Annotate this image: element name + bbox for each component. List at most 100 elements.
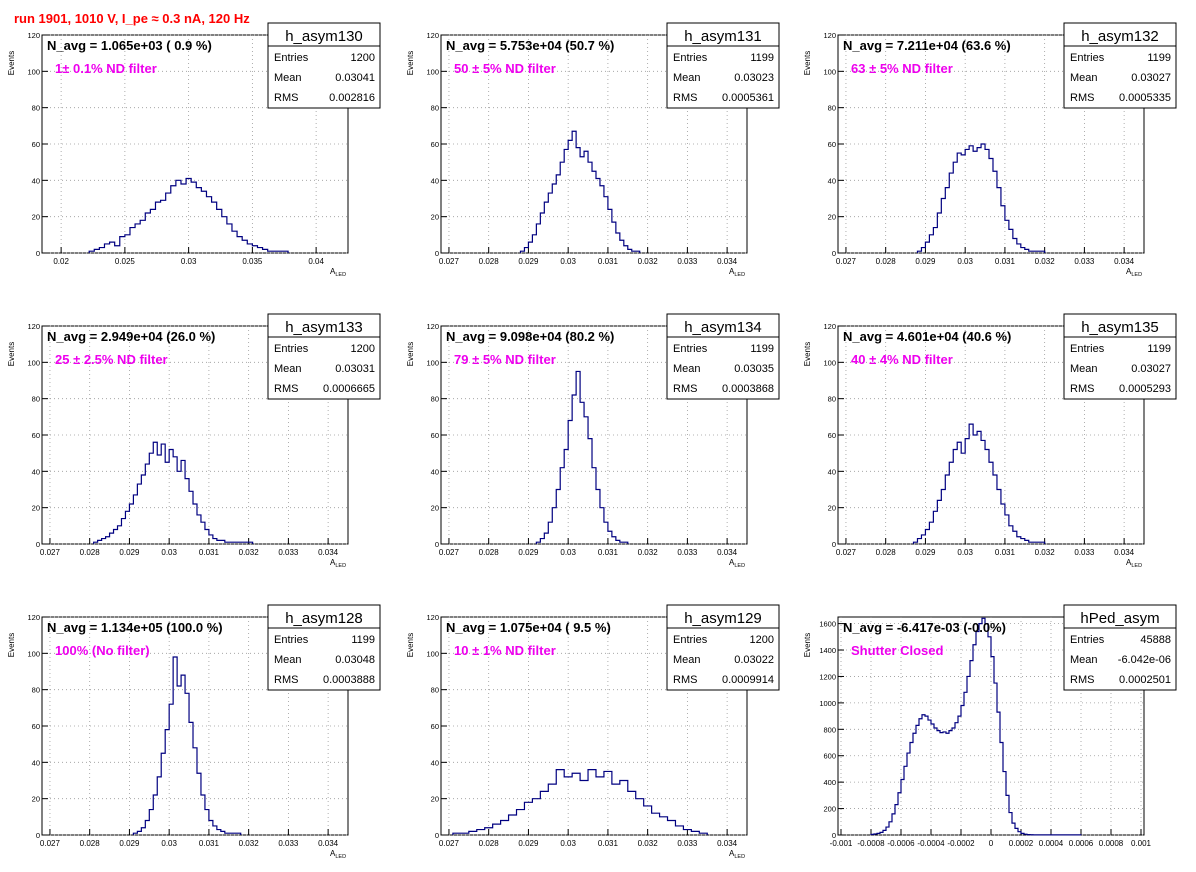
stats-box (1063, 336, 1177, 400)
y-axis-label: Events (803, 51, 812, 75)
x-tick-label: 0.03 (161, 839, 177, 848)
histogram-name: h_asym131 (684, 28, 762, 45)
y-tick-label: 100 (27, 67, 40, 76)
y-tick-label: 20 (828, 504, 836, 513)
stats-label: Mean (673, 654, 701, 666)
navg-label: N_avg = 2.949e+04 (26.0 %) (47, 329, 215, 344)
y-tick-label: 80 (431, 395, 439, 404)
x-tick-label: 0.03 (181, 257, 197, 266)
stats-value: 0.0006665 (323, 383, 375, 395)
histogram-series (452, 769, 708, 835)
x-tick-label: 0.033 (1074, 257, 1095, 266)
histogram-panel-h_asym132: 0.027 0.028 0.029 0.03 0.031 0.032 0.033 0.034 0… (803, 22, 1177, 278)
x-axis-label: ALED (1126, 558, 1142, 569)
x-tick-label: 0.029 (119, 548, 140, 557)
stats-value: 0.0009914 (722, 674, 774, 686)
stats-box (666, 336, 780, 400)
x-tick-label: 0.033 (278, 548, 299, 557)
x-tick-label: 0.0004 (1039, 839, 1064, 848)
x-tick-label: 0.04 (308, 257, 324, 266)
x-tick-label: 0.027 (40, 839, 61, 848)
y-tick-label: 1200 (819, 672, 836, 681)
navg-label: N_avg = 9.098e+04 (80.2 %) (446, 329, 614, 344)
stats-label: Entries (673, 634, 708, 646)
x-tick-label: 0.032 (638, 839, 659, 848)
stats-label: RMS (1070, 674, 1094, 686)
x-axis-label: ALED (330, 558, 346, 569)
x-axis-label: ALED (1126, 267, 1142, 278)
x-tick-label: 0 (989, 839, 994, 848)
x-tick-label: 0.03 (560, 548, 576, 557)
x-tick-label: 0.033 (677, 548, 698, 557)
y-tick-label: 40 (828, 176, 836, 185)
y-tick-label: 0 (36, 831, 40, 840)
stats-value: 0.0005293 (1119, 383, 1171, 395)
x-tick-label: 0.033 (677, 839, 698, 848)
x-tick-label: 0.027 (40, 548, 61, 557)
filter-note: 79 ± 5% ND filter (454, 352, 556, 367)
y-tick-label: 200 (823, 805, 836, 814)
x-tick-label: 0.034 (318, 548, 339, 557)
y-tick-label: 100 (823, 67, 836, 76)
x-tick-label: 0.0008 (1099, 839, 1124, 848)
x-tick-label: 0.032 (239, 839, 260, 848)
histogram-series (912, 423, 1046, 544)
x-tick-label: 0.001 (1131, 839, 1152, 848)
y-axis-label: Events (803, 342, 812, 366)
y-tick-label: 0 (36, 540, 40, 549)
y-tick-label: 0 (832, 540, 836, 549)
x-tick-label: 0.03 (957, 257, 973, 266)
x-tick-label: 0.032 (1035, 257, 1056, 266)
x-tick-label: 0.034 (318, 839, 339, 848)
y-tick-label: 1600 (819, 620, 836, 629)
x-tick-label: 0.029 (119, 839, 140, 848)
y-tick-label: 40 (32, 467, 40, 476)
filter-note: 25 ± 2.5% ND filter (55, 352, 168, 367)
x-tick-label: 0.028 (876, 257, 897, 266)
stats-value: 45888 (1140, 634, 1171, 646)
y-tick-label: 20 (828, 213, 836, 222)
y-tick-label: 1000 (819, 699, 836, 708)
x-tick-label: 0.028 (479, 257, 500, 266)
filter-note: 40 ± 4% ND filter (851, 352, 953, 367)
x-tick-label: 0.029 (518, 839, 539, 848)
histogram-series (132, 656, 242, 835)
y-tick-label: 0 (435, 249, 439, 258)
stats-box (267, 336, 381, 400)
x-tick-label: -0.0006 (887, 839, 915, 848)
navg-label: N_avg = 1.065e+03 ( 0.9 %) (47, 38, 212, 53)
stats-label: Mean (274, 363, 302, 375)
y-tick-label: 100 (426, 67, 439, 76)
stats-label: RMS (274, 383, 298, 395)
stats-label: Entries (1070, 52, 1105, 64)
navg-label: N_avg = 1.075e+04 ( 9.5 %) (446, 620, 611, 635)
stats-label: Entries (274, 343, 309, 355)
stats-value: 1199 (351, 634, 375, 646)
stats-label: Entries (274, 52, 309, 64)
stats-label: RMS (1070, 383, 1094, 395)
x-tick-label: 0.025 (115, 257, 136, 266)
stats-label: RMS (1070, 92, 1094, 104)
y-tick-label: 0 (832, 831, 836, 840)
y-axis-label: Events (406, 51, 415, 75)
y-axis-label: Events (406, 633, 415, 657)
stats-label: Mean (1070, 363, 1098, 375)
stats-value: 0.03027 (1131, 72, 1171, 84)
stats-value: 0.03031 (335, 363, 375, 375)
y-tick-label: 20 (32, 795, 40, 804)
stats-value: 1200 (750, 634, 774, 646)
y-tick-label: 60 (32, 722, 40, 731)
y-tick-label: 120 (426, 613, 439, 622)
filter-note: 50 ± 5% ND filter (454, 61, 556, 76)
stats-box (666, 627, 780, 691)
x-tick-label: -0.0008 (857, 839, 885, 848)
y-tick-label: 20 (32, 504, 40, 513)
x-tick-label: 0.029 (915, 548, 936, 557)
stats-label: Mean (274, 654, 302, 666)
histogram-panel-h_asym133: 0.027 0.028 0.029 0.03 0.031 0.032 0.033 0.034 0… (7, 313, 381, 569)
x-axis-label: ALED (729, 558, 745, 569)
stats-label: RMS (673, 383, 697, 395)
x-axis-label: ALED (330, 267, 346, 278)
y-tick-label: 40 (431, 176, 439, 185)
x-tick-label: 0.027 (836, 548, 857, 557)
